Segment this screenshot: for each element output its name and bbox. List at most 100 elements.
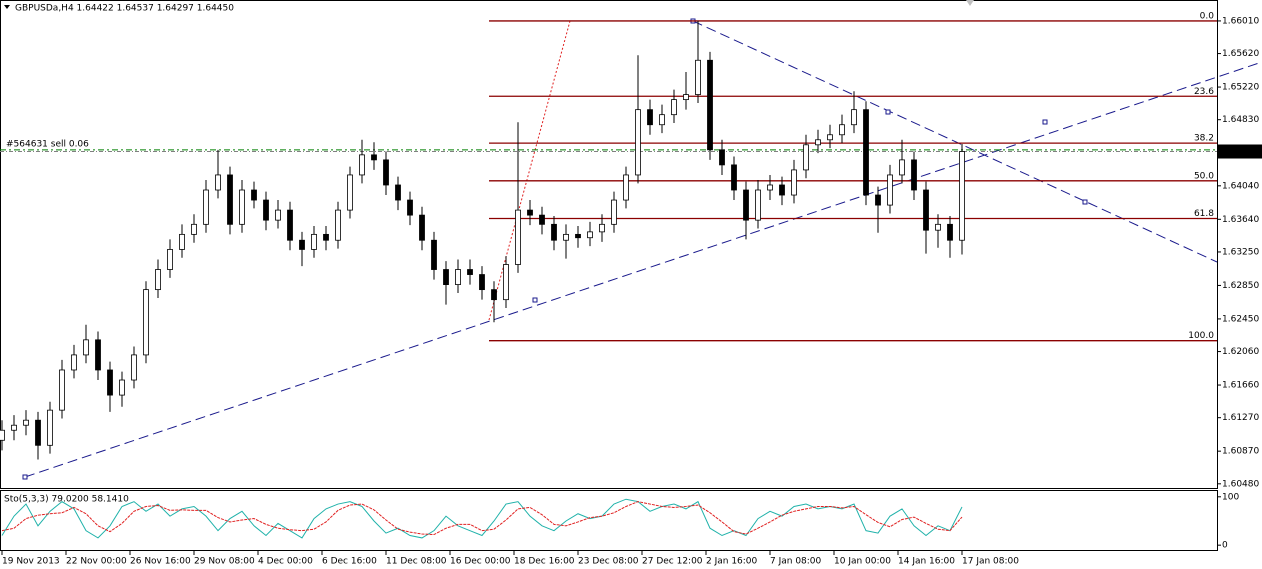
candle-body	[671, 99, 677, 116]
x-tick-label: 6 Dec 16:00	[322, 557, 377, 567]
y-tick-label: 1.66010	[1222, 16, 1259, 26]
candle-body	[731, 164, 737, 191]
candle-body	[467, 269, 473, 275]
trendline	[24, 61, 1262, 478]
candle-body	[851, 109, 857, 126]
candle-body	[119, 379, 125, 396]
candle-body	[527, 209, 533, 216]
shift-marker	[966, 0, 974, 6]
y-tick-label: 1.64040	[1222, 181, 1259, 191]
candle-body	[755, 189, 761, 221]
candle-body	[515, 209, 521, 265]
y-tick-label: 1.60870	[1222, 447, 1259, 457]
candle-body	[899, 159, 905, 176]
candle-body	[491, 289, 497, 301]
candle-body	[923, 189, 929, 231]
candle-body	[347, 174, 353, 211]
bid-label: 1.64450	[1222, 147, 1262, 157]
x-tick-label: 4 Dec 00:00	[258, 557, 313, 567]
candle-body	[551, 223, 557, 241]
x-tick-label: 2 Jan 16:00	[706, 557, 758, 567]
candle-body	[659, 114, 665, 126]
candle-body	[23, 419, 29, 426]
x-tick-label: 11 Dec 08:00	[386, 557, 447, 567]
candle-body	[707, 59, 713, 151]
y-tick-label: 1.62060	[1222, 347, 1259, 357]
bid-box	[1218, 144, 1262, 159]
candle-body	[59, 369, 65, 411]
candle-body	[803, 144, 809, 171]
candle-body	[335, 209, 341, 241]
candle-body	[155, 269, 161, 291]
chart-title: GBPUSDa,H4 1.64422 1.64537 1.64297 1.644…	[15, 4, 234, 14]
candle-body	[179, 233, 185, 250]
candle-body	[779, 184, 785, 196]
fib-label: 38.2	[1194, 134, 1214, 144]
candle-body	[503, 264, 509, 301]
candle-body	[71, 354, 77, 371]
y-tick-label: 1.62850	[1222, 281, 1259, 291]
x-tick-label: 22 Nov 00:00	[66, 557, 127, 567]
y-tick-label: 1.61270	[1222, 413, 1259, 423]
candle-body	[839, 124, 845, 136]
y-tick-label: 1.62450	[1222, 314, 1259, 324]
x-tick-label: 18 Dec 16:00	[514, 557, 575, 567]
candle-body	[203, 189, 209, 225]
candle-body	[251, 189, 257, 201]
x-tick-label: 10 Jan 00:00	[834, 557, 891, 567]
candle-body	[959, 151, 965, 241]
candle-body	[719, 149, 725, 166]
candle-body	[311, 233, 317, 250]
candle-body	[911, 159, 917, 191]
candle-body	[287, 209, 293, 241]
indicator-frame	[0, 490, 1218, 551]
y-tick-label: 1.63640	[1222, 215, 1259, 225]
candle-body	[599, 223, 605, 233]
indicator-line	[1, 498, 963, 539]
candle-body	[743, 189, 749, 221]
x-tick-label: 7 Jan 08:00	[770, 557, 822, 567]
y-tick-label: 100	[1222, 492, 1239, 502]
candle-body	[419, 214, 425, 241]
fib-label: 50.0	[1194, 171, 1214, 181]
candle-body	[191, 223, 197, 235]
candle-body	[131, 354, 137, 381]
anchor	[885, 109, 891, 115]
candle-body	[935, 223, 941, 231]
title-arrow	[4, 5, 10, 9]
candle-body	[863, 109, 869, 196]
candle-body	[875, 194, 881, 206]
candle-body	[563, 233, 569, 241]
candle-body	[683, 94, 689, 101]
candle-body	[0, 429, 5, 441]
candle-body	[47, 409, 53, 446]
y-tick-label: 1.65220	[1222, 83, 1259, 93]
candle-body	[227, 174, 233, 225]
candle-body	[107, 369, 113, 396]
x-tick-label: 16 Dec 00:00	[450, 557, 511, 567]
candle-body	[947, 223, 953, 241]
y-tick-label: 0	[1222, 541, 1228, 551]
anchor	[532, 297, 538, 303]
fib-label: 100.0	[1188, 331, 1214, 341]
candle-body	[275, 209, 281, 221]
candle-body	[395, 184, 401, 201]
candle-body	[623, 174, 629, 201]
fib-label: 0.0	[1200, 11, 1215, 21]
y-tick-label: 1.63250	[1222, 247, 1259, 257]
indicator-line	[1, 501, 963, 536]
x-tick-label: 26 Nov 16:00	[130, 557, 191, 567]
x-tick-label: 27 Dec 12:00	[642, 557, 703, 567]
candle-body	[35, 419, 41, 446]
trendline	[692, 20, 1218, 263]
candle-body	[443, 269, 449, 285]
candle-body	[215, 174, 221, 191]
y-tick-label: 1.65620	[1222, 49, 1259, 59]
candle-body	[635, 109, 641, 176]
candle-body	[359, 154, 365, 176]
candle-body	[827, 134, 833, 141]
candle-body	[695, 59, 701, 95]
candle-body	[371, 154, 377, 161]
